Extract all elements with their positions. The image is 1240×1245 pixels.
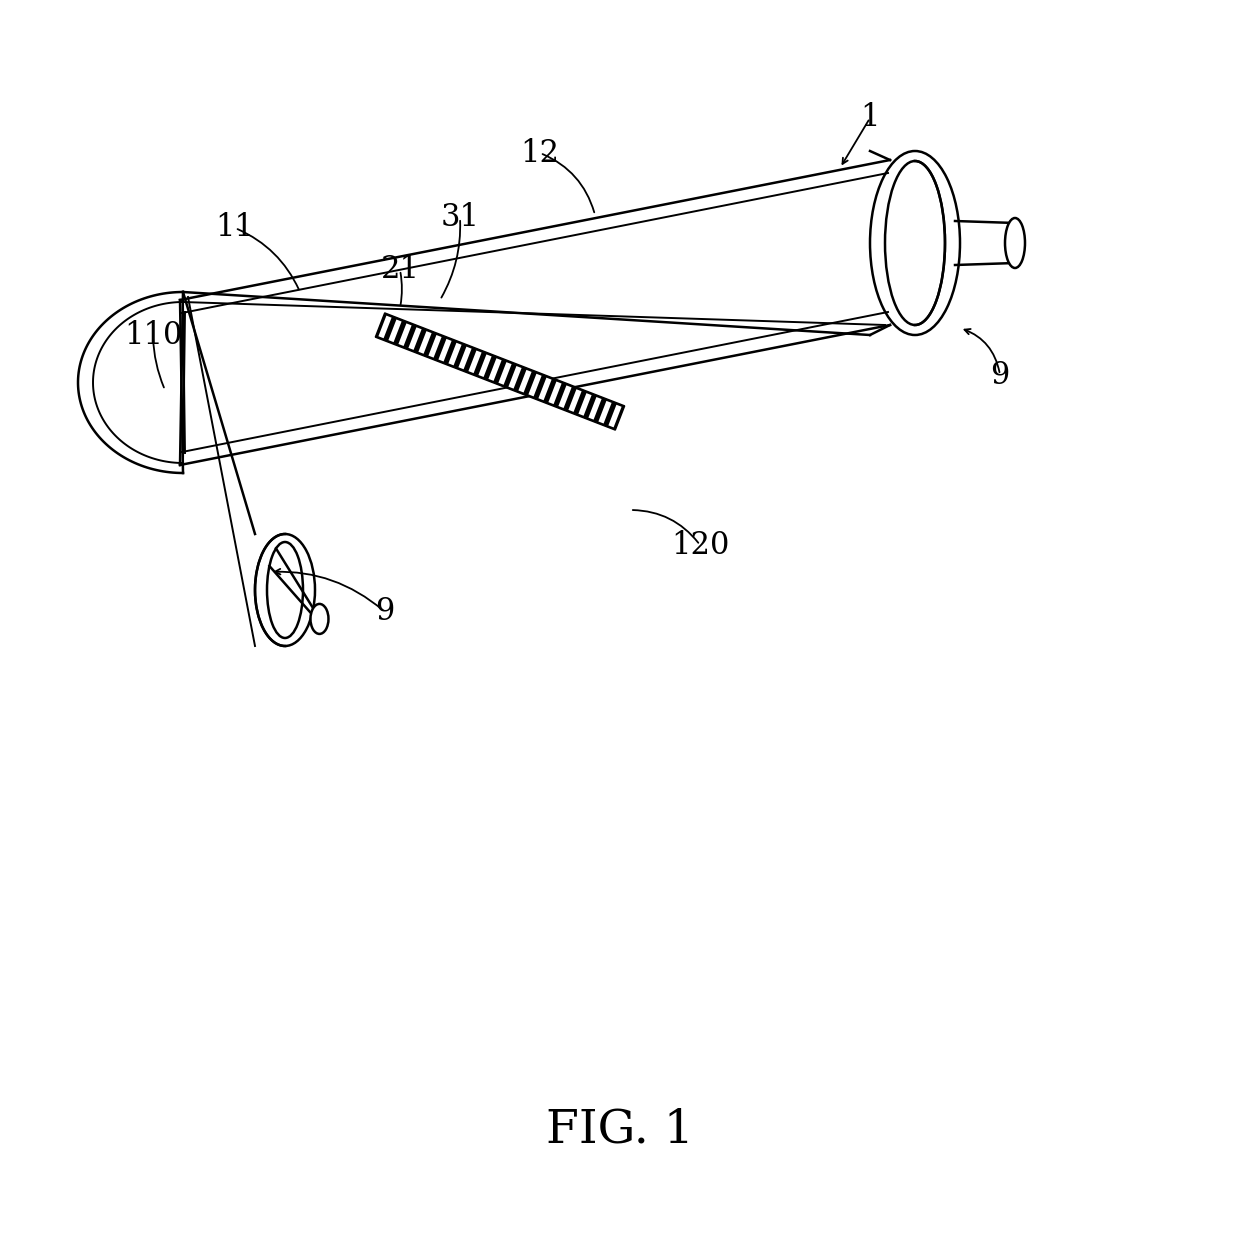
Ellipse shape [1004,218,1025,268]
Ellipse shape [255,534,315,646]
Ellipse shape [267,542,303,637]
Text: 120: 120 [671,529,729,560]
Polygon shape [376,312,625,430]
Text: 9: 9 [376,596,394,627]
Text: 11: 11 [216,213,254,244]
Ellipse shape [310,604,329,634]
Text: 31: 31 [440,203,480,234]
Text: 21: 21 [381,254,419,285]
Text: 9: 9 [991,360,1009,391]
Text: 1: 1 [861,102,879,133]
Text: 12: 12 [521,137,559,168]
Text: FIG. 1: FIG. 1 [546,1107,694,1153]
Text: 110: 110 [124,320,182,351]
